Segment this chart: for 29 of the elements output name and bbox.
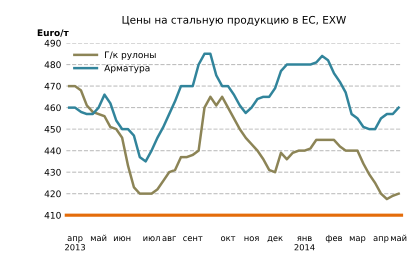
- x-tick-label: апр 2013: [65, 236, 85, 250]
- y-tick-label: 460: [44, 104, 61, 112]
- x-tick-label: янв 2014: [294, 236, 315, 250]
- y-tick-label: 450: [44, 126, 61, 133]
- x-tick-label: мар: [350, 236, 366, 243]
- y-tick-label: 410: [44, 212, 61, 219]
- chart-title: Цены на стальную продукцию в ЕС, EXW: [122, 16, 346, 26]
- x-tick-label: апр: [374, 236, 388, 243]
- y-tick-label: 420: [44, 190, 61, 198]
- y-tick-label: 480: [44, 61, 61, 68]
- y-tick-label: 440: [44, 147, 61, 154]
- y-tick-label: 490: [44, 40, 61, 47]
- x-tick-label: июл: [143, 236, 160, 242]
- x-tick-label: май: [90, 234, 106, 242]
- x-tick-label: дек: [268, 236, 283, 242]
- y-tick-label: 470: [44, 82, 61, 90]
- line-series: [68, 52, 400, 163]
- x-tick-label: сент: [183, 236, 202, 242]
- y-tick-label: 430: [44, 168, 61, 176]
- legend-label: Г/к рулоны: [105, 51, 156, 60]
- x-tick-label: авг: [162, 236, 176, 242]
- y-axis-title: Euro/т: [38, 29, 69, 37]
- x-tick-label: ноя: [244, 236, 259, 242]
- x-tick-label: окт: [220, 236, 236, 242]
- line-series: [68, 84, 400, 200]
- legend-label: Арматура: [104, 64, 150, 74]
- x-tick-label: июн: [114, 236, 130, 242]
- x-tick-label: фев: [326, 234, 342, 243]
- x-tick-label: май: [390, 234, 406, 242]
